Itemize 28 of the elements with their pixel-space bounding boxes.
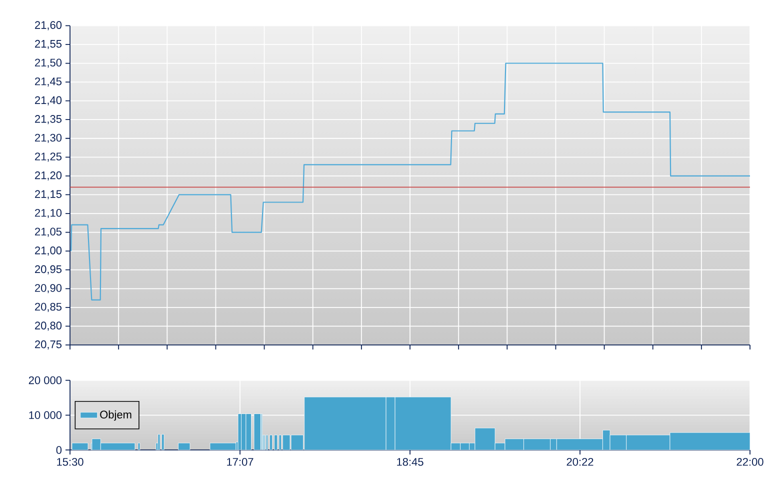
y-tick-label: 21,30 [35,134,62,143]
y-tick-label: 21,40 [35,96,62,106]
y-tick-label: 21,55 [35,40,62,50]
x-tick-label: 22:00 [736,458,764,466]
y-tick-label: 10 000 [29,411,62,420]
y-tick-label: 21,35 [35,115,62,124]
y-tick-label: 0 [56,446,62,454]
y-tick-label: 21,00 [35,246,62,256]
y-tick-label: 21,45 [35,77,62,87]
line-series [70,62,750,300]
y-tick-label: 21,15 [35,190,62,200]
x-tick-label: 17:07 [227,458,254,466]
y-tick-label: 21,25 [35,152,62,162]
y-tick-label: 21,60 [35,21,62,30]
y-tick-label: 20,85 [35,302,62,312]
y-tick-label: 20 000 [28,376,62,384]
x-tick-label: 15:30 [57,458,84,466]
y-tick-label: 20,95 [35,265,62,274]
y-tick-label: 21,05 [35,228,62,237]
y-tick-label: 20,90 [35,284,62,294]
x-tick-label: 20:22 [566,458,594,466]
y-tick-label: 21,10 [35,208,62,218]
x-tick-label: 18:45 [397,458,424,466]
y-tick-label: 21,50 [35,58,62,68]
y-tick-label: 20,75 [35,340,62,350]
y-tick-label: 20,80 [35,322,62,331]
legend-label: Objem [100,410,132,421]
y-tick-label: 21,20 [35,171,62,180]
